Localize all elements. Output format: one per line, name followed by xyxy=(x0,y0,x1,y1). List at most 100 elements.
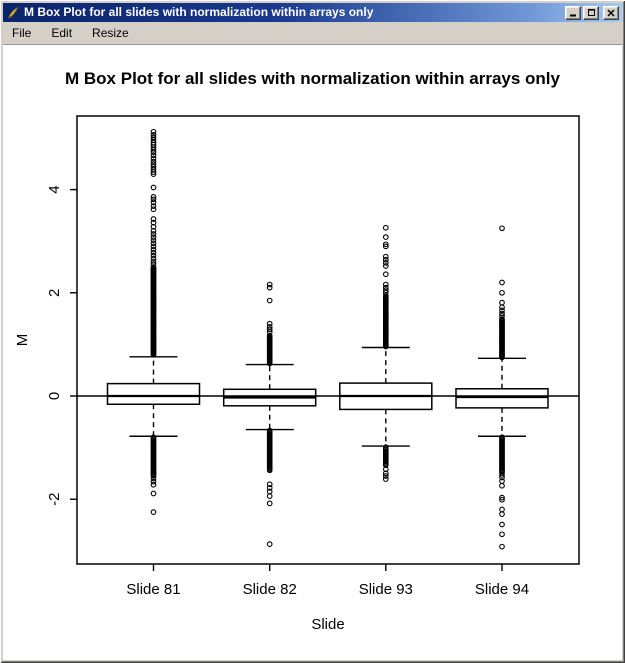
maximize-button[interactable] xyxy=(583,5,599,20)
outlier-point xyxy=(150,137,157,143)
x-axis-title: Slide xyxy=(311,616,344,633)
outlier-point xyxy=(150,196,157,203)
outlier-point xyxy=(499,506,505,513)
outlier-point xyxy=(150,164,157,170)
outlier-point xyxy=(266,541,273,547)
outlier-point xyxy=(150,169,157,175)
outlier-point xyxy=(150,199,157,206)
outlier-point xyxy=(150,134,157,141)
outlier-point xyxy=(150,155,157,162)
outlier-point xyxy=(382,281,389,288)
iqr-box xyxy=(455,388,549,409)
outlier-point xyxy=(150,264,157,271)
outlier-point xyxy=(499,289,505,296)
outlier-point xyxy=(150,252,157,259)
outlier-point xyxy=(150,261,157,268)
outlier-point xyxy=(382,241,389,248)
menu-bar: File Edit Resize xyxy=(3,22,622,44)
y-tick-label: 0 xyxy=(46,392,63,400)
outlier-point xyxy=(266,484,273,491)
outlier-point xyxy=(382,476,389,482)
outlier-point xyxy=(382,284,389,291)
outlier-point xyxy=(382,260,389,266)
outlier-point xyxy=(266,320,273,327)
outlier-point xyxy=(266,467,273,474)
outlier-point xyxy=(150,128,157,135)
outlier-point xyxy=(382,473,389,479)
outlier-point xyxy=(150,509,157,515)
box-group-2 xyxy=(222,281,317,547)
outlier-point xyxy=(150,475,157,482)
outlier-point xyxy=(499,472,505,478)
menu-file[interactable]: File xyxy=(12,26,32,40)
outlier-point xyxy=(382,293,389,299)
outlier-point xyxy=(266,332,273,339)
minimize-button[interactable] xyxy=(565,5,581,20)
outlier-point xyxy=(382,253,389,260)
outlier-point xyxy=(499,304,505,311)
menu-resize[interactable]: Resize xyxy=(92,26,129,40)
box-group-4 xyxy=(455,225,549,550)
outlier-point xyxy=(266,493,273,499)
outlier-point xyxy=(499,313,505,319)
outlier-point xyxy=(382,287,389,294)
x-tick-label: Slide 82 xyxy=(243,581,297,598)
outlier-point xyxy=(150,490,157,497)
outlier-point xyxy=(382,263,389,269)
outlier-point xyxy=(150,249,157,256)
outlier-point xyxy=(499,511,505,518)
outlier-point xyxy=(266,326,273,333)
outlier-point xyxy=(499,494,505,501)
outlier-point xyxy=(499,279,505,286)
outlier-point xyxy=(266,329,273,335)
outlier-point xyxy=(499,307,505,314)
outlier-point xyxy=(150,139,157,146)
outlier-point xyxy=(150,255,157,262)
y-tick-label: -2 xyxy=(46,493,63,506)
x-tick-label: Slide 94 xyxy=(475,581,529,598)
outlier-point xyxy=(499,482,505,489)
outlier-point xyxy=(150,206,157,213)
outlier-point xyxy=(150,132,157,138)
outlier-point xyxy=(266,297,273,304)
outlier-point xyxy=(382,243,389,250)
chart-title: M Box Plot for all slides with normaliza… xyxy=(65,69,560,88)
outlier-point xyxy=(382,234,389,240)
window-controls xyxy=(565,5,620,20)
outlier-point xyxy=(266,324,273,330)
y-tick-label: 4 xyxy=(46,185,63,193)
y-axis-title: M xyxy=(14,334,31,347)
close-button[interactable] xyxy=(603,5,619,20)
outlier-point xyxy=(150,216,157,222)
outlier-point xyxy=(499,496,505,503)
plot-client-area: M Box Plot for all slides with normaliza… xyxy=(3,44,622,660)
minimize-icon xyxy=(570,14,576,16)
outlier-point xyxy=(266,481,273,488)
outlier-point xyxy=(499,521,505,528)
outlier-point xyxy=(150,243,157,250)
outlier-point xyxy=(150,258,157,265)
outlier-point xyxy=(499,474,505,481)
outlier-point xyxy=(499,299,505,306)
outlier-point xyxy=(499,543,505,550)
window-titlebar[interactable]: M Box Plot for all slides with normaliza… xyxy=(3,3,622,22)
outlier-point xyxy=(382,289,389,296)
outlier-point xyxy=(150,184,157,191)
outlier-point xyxy=(150,473,157,479)
outlier-point xyxy=(382,224,389,231)
outlier-point xyxy=(266,281,273,288)
outlier-point xyxy=(382,256,389,263)
outlier-point xyxy=(150,149,157,156)
iqr-box xyxy=(106,382,201,406)
outlier-point xyxy=(266,500,273,507)
menu-edit[interactable]: Edit xyxy=(51,26,73,40)
outlier-point xyxy=(150,237,157,244)
outlier-point xyxy=(150,161,157,168)
outlier-point xyxy=(499,316,505,322)
window-title: M Box Plot for all slides with normaliza… xyxy=(24,5,374,19)
close-icon xyxy=(607,8,615,17)
outlier-point xyxy=(150,478,157,485)
outlier-point xyxy=(150,234,157,240)
maximize-icon xyxy=(587,9,595,16)
